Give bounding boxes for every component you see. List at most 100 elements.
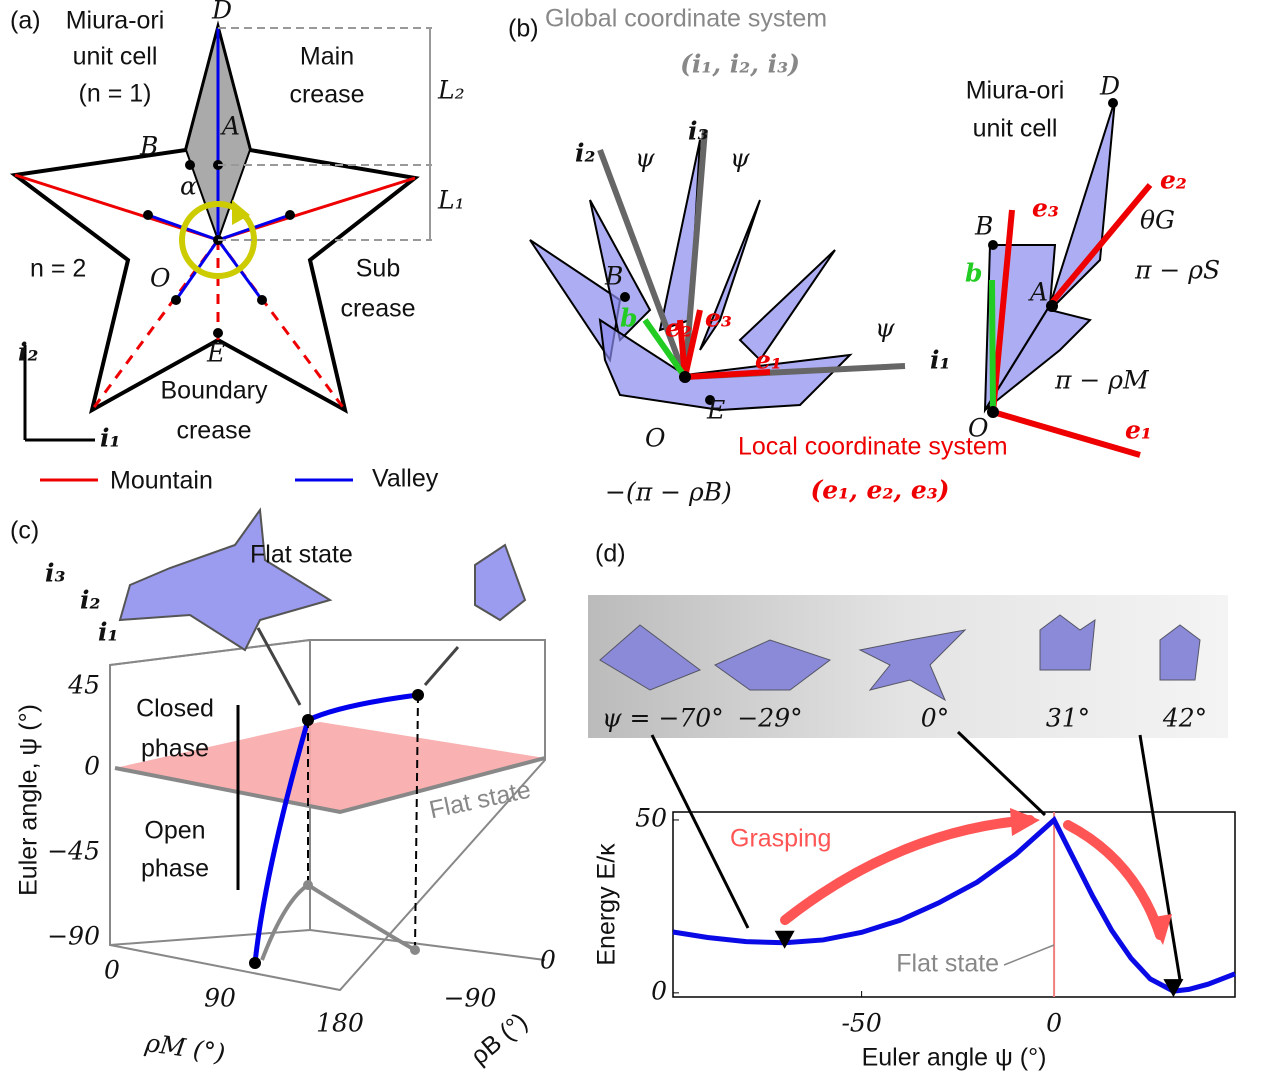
axis-label: i₂ xyxy=(80,586,100,615)
panel-label: (a) xyxy=(10,7,41,35)
annotation: Flat state xyxy=(896,950,999,978)
panel-label: (d) xyxy=(595,540,626,568)
star-pattern xyxy=(143,210,153,220)
figure xyxy=(249,957,261,969)
axis-label: i₁ xyxy=(930,346,950,375)
axis-label: e₂ xyxy=(1160,166,1187,195)
annotation: Sub xyxy=(356,255,400,283)
axis-label: e₃ xyxy=(1032,194,1059,223)
figure xyxy=(988,240,998,250)
axis-label: i₃ xyxy=(688,117,708,146)
3d-plot xyxy=(110,640,310,665)
x-tick-label: 180 xyxy=(316,1009,364,1038)
photo-label: −29° xyxy=(737,704,802,733)
photo-label: 0° xyxy=(921,704,949,733)
annotation: (n = 1) xyxy=(79,80,152,108)
figure xyxy=(987,406,999,418)
annotation: Flat state xyxy=(250,541,353,569)
energy-chart: -500050Euler angle ψ (°)Energy E/κFlat s… xyxy=(593,803,1235,1071)
point-label: D xyxy=(1099,72,1120,101)
3d-plot xyxy=(310,930,545,960)
legend-label: Mountain xyxy=(110,467,213,495)
axis-label: e₂ xyxy=(665,314,692,343)
axes-vectors xyxy=(992,280,993,412)
angle-label: ψ xyxy=(635,144,655,173)
y-tick-label: 50 xyxy=(635,803,667,832)
point-label: E xyxy=(206,339,225,368)
figure: (a) Miura-ori unit cell (n = 1) D Main c… xyxy=(0,0,1261,1084)
figure xyxy=(412,689,424,701)
panel-label: (c) xyxy=(10,517,39,545)
3d-plot xyxy=(415,695,418,950)
point-label: B xyxy=(139,132,158,161)
3d-plot xyxy=(425,647,458,685)
annotation: unit cell xyxy=(73,43,158,71)
angle-label: ψ xyxy=(875,314,895,343)
dimension-label: L₂ xyxy=(437,76,465,105)
annotation: unit cell xyxy=(973,115,1058,143)
annotation: crease xyxy=(340,295,415,323)
photo-label: 42° xyxy=(1162,704,1207,733)
point-label: B xyxy=(604,262,623,291)
annotation: (i₁, i₂, i₃) xyxy=(680,50,800,79)
figure xyxy=(620,292,630,302)
dimension-label: L₁ xyxy=(437,186,465,215)
angle-label: π − ρM xyxy=(1054,366,1150,395)
point-label: O xyxy=(968,414,989,443)
annotation: Miura-ori xyxy=(966,77,1065,105)
annotation: crease xyxy=(289,81,364,109)
z-tick-label: −45 xyxy=(47,837,100,866)
annotation: Grasping xyxy=(730,825,831,853)
3d-plot xyxy=(262,885,415,960)
axis-label: i₁ xyxy=(98,618,118,647)
figure xyxy=(303,880,313,890)
axis-title: ρB (°) xyxy=(465,1007,532,1070)
y-axis-title: Energy E/κ xyxy=(593,843,621,966)
axis-label: i₂ xyxy=(18,338,38,367)
star-pattern xyxy=(257,295,267,305)
axis-label: i₂ xyxy=(575,139,595,168)
annotation: crease xyxy=(176,417,251,445)
arrowhead xyxy=(1148,914,1172,945)
photo-label: ψ = −70° xyxy=(602,704,724,733)
axis-label: e₁ xyxy=(755,346,782,375)
x-tick-label: 0 xyxy=(1046,1009,1062,1038)
x-tick-label: 90 xyxy=(204,984,236,1013)
x-tick-label: -50 xyxy=(841,1009,881,1038)
y-tick-label: 0 xyxy=(651,976,667,1005)
axis-label: e₁ xyxy=(1125,416,1152,445)
axes-vectors xyxy=(993,412,1140,455)
annotation: phase xyxy=(141,735,209,763)
point-label: A xyxy=(220,112,240,141)
figure xyxy=(302,714,314,726)
panel-label: (b) xyxy=(508,15,539,43)
star-pattern xyxy=(285,210,295,220)
annotation: n = 2 xyxy=(30,255,86,283)
star-pattern xyxy=(185,160,195,170)
folded-star xyxy=(740,250,835,360)
angle-label: α xyxy=(180,172,197,201)
point-label: A xyxy=(1028,278,1048,307)
annotation: Open xyxy=(144,817,205,845)
annotation: (e₁, e₂, e₃) xyxy=(810,476,949,505)
angle-label: −(π − ρB) xyxy=(605,478,732,507)
callout-arrow xyxy=(1140,735,1180,980)
legend-label: Valley xyxy=(372,465,439,493)
z-tick-label: 0 xyxy=(84,752,100,781)
figure xyxy=(679,371,691,383)
3d-plot xyxy=(258,628,300,705)
axis-title: ρM (°) xyxy=(143,1028,227,1068)
star-pattern xyxy=(171,295,181,305)
3d-plot xyxy=(110,640,545,990)
axis-title: Euler angle, ψ (°) xyxy=(15,704,43,896)
3d-plot xyxy=(110,930,310,945)
leader xyxy=(1004,945,1054,965)
photo-label: 31° xyxy=(1046,704,1090,733)
point-label: E xyxy=(706,396,725,425)
annotation: Closed xyxy=(136,695,214,723)
annotation: Global coordinate system xyxy=(545,5,827,33)
3d-plot xyxy=(475,545,525,620)
axis-label: e₃ xyxy=(705,304,732,333)
axis-label: i₁ xyxy=(100,424,120,453)
z-tick-label: −90 xyxy=(47,922,100,951)
